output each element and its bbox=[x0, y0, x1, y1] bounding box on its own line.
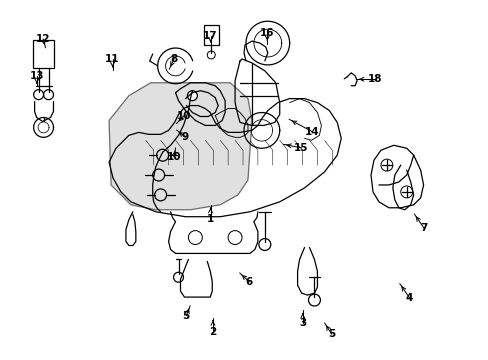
Text: 11: 11 bbox=[105, 54, 120, 64]
Bar bbox=[33, 40, 54, 68]
Text: 2: 2 bbox=[209, 327, 216, 337]
Circle shape bbox=[308, 294, 320, 306]
Bar bbox=[204, 25, 219, 45]
Text: 10: 10 bbox=[166, 152, 181, 162]
Text: 16: 16 bbox=[260, 28, 274, 38]
Circle shape bbox=[173, 272, 183, 282]
Text: 5: 5 bbox=[327, 329, 335, 339]
Text: 15: 15 bbox=[293, 143, 308, 153]
Text: 17: 17 bbox=[203, 31, 217, 41]
Text: 18: 18 bbox=[367, 74, 382, 84]
Polygon shape bbox=[109, 83, 251, 210]
Text: 7: 7 bbox=[420, 223, 427, 233]
Text: 9: 9 bbox=[182, 132, 188, 142]
Text: 3: 3 bbox=[299, 318, 305, 328]
Text: 12: 12 bbox=[36, 34, 50, 44]
Text: 1: 1 bbox=[206, 214, 214, 224]
Text: 10: 10 bbox=[176, 111, 191, 121]
Text: 14: 14 bbox=[305, 127, 319, 137]
Circle shape bbox=[258, 239, 270, 251]
Text: 8: 8 bbox=[170, 54, 178, 64]
Text: 5: 5 bbox=[183, 311, 189, 321]
Text: 13: 13 bbox=[29, 71, 44, 81]
Circle shape bbox=[187, 91, 197, 100]
Text: 4: 4 bbox=[405, 293, 412, 303]
Text: 6: 6 bbox=[245, 277, 252, 287]
